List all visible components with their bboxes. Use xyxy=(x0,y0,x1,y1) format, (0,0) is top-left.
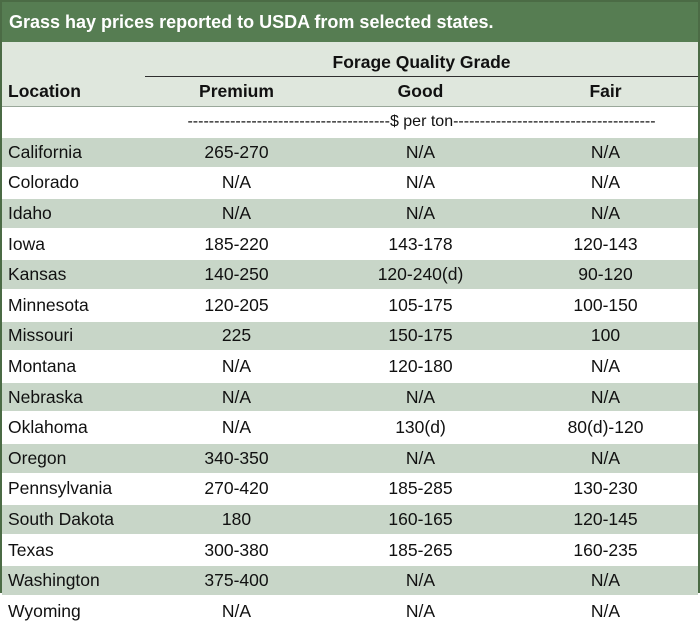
fair-cell: 130-230 xyxy=(513,472,699,505)
unit-blank-cell xyxy=(2,106,145,137)
premium-cell: 340-350 xyxy=(145,441,328,474)
location-cell: Montana xyxy=(2,350,145,382)
premium-cell: N/A xyxy=(145,197,328,229)
location-cell: Nebraska xyxy=(2,380,145,413)
premium-cell: 120-205 xyxy=(145,288,328,321)
premium-cell: 180 xyxy=(145,503,328,535)
location-cell: Washington xyxy=(2,564,145,596)
fair-cell: N/A xyxy=(513,136,699,168)
fair-column-header: Fair xyxy=(589,81,622,101)
table-row: Idaho N/A N/A N/A xyxy=(2,197,699,229)
table-row: Missouri 225 150-175 100 xyxy=(2,319,699,352)
good-cell: 130(d) xyxy=(328,411,513,443)
premium-cell: N/A xyxy=(145,166,328,199)
good-cell: N/A xyxy=(328,441,513,474)
forage-quality-grade-header: Forage Quality Grade xyxy=(145,42,699,77)
fair-cell: 120-143 xyxy=(513,227,699,260)
good-cell: 120-180 xyxy=(328,350,513,382)
good-cell: N/A xyxy=(328,197,513,229)
location-cell: Missouri xyxy=(2,319,145,352)
location-cell: California xyxy=(2,136,145,168)
good-cell: 150-175 xyxy=(328,319,513,352)
fair-cell: N/A xyxy=(513,594,699,626)
table-row: Colorado N/A N/A N/A xyxy=(2,166,699,199)
good-cell: 185-285 xyxy=(328,472,513,505)
location-cell: Wyoming xyxy=(2,594,145,626)
good-cell: 185-265 xyxy=(328,533,513,566)
fair-cell: N/A xyxy=(513,197,699,229)
fair-cell: N/A xyxy=(513,350,699,382)
table-row: Iowa 185-220 143-178 120-143 xyxy=(2,227,699,260)
table-row: Oregon 340-350 N/A N/A xyxy=(2,441,699,474)
location-cell: Oklahoma xyxy=(2,411,145,443)
good-cell: N/A xyxy=(328,136,513,168)
location-cell: Idaho xyxy=(2,197,145,229)
premium-cell: 375-400 xyxy=(145,564,328,596)
location-cell: Pennsylvania xyxy=(2,472,145,505)
fair-cell: 80(d)-120 xyxy=(513,411,699,443)
premium-cell: 185-220 xyxy=(145,227,328,260)
location-cell: Colorado xyxy=(2,166,145,199)
table-row: California 265-270 N/A N/A xyxy=(2,136,699,168)
hay-price-table: Forage Quality Grade Location Premium Go… xyxy=(2,42,699,626)
premium-cell: 300-380 xyxy=(145,533,328,566)
table-row: South Dakota 180 160-165 120-145 xyxy=(2,503,699,535)
premium-cell: N/A xyxy=(145,380,328,413)
unit-label: --------------------------------------$ … xyxy=(145,106,699,137)
fair-cell: 100 xyxy=(513,319,699,352)
location-cell: Texas xyxy=(2,533,145,566)
fair-cell: N/A xyxy=(513,380,699,413)
fair-cell: 120-145 xyxy=(513,503,699,535)
table-row: Kansas 140-250 120-240(d) 90-120 xyxy=(2,258,699,290)
table-row: Texas 300-380 185-265 160-235 xyxy=(2,533,699,566)
premium-cell: 270-420 xyxy=(145,472,328,505)
good-cell: N/A xyxy=(328,594,513,626)
good-cell: 105-175 xyxy=(328,288,513,321)
fair-cell: 100-150 xyxy=(513,288,699,321)
premium-cell: 265-270 xyxy=(145,136,328,168)
good-cell: N/A xyxy=(328,380,513,413)
location-cell: Minnesota xyxy=(2,288,145,321)
location-cell: Kansas xyxy=(2,258,145,290)
table-row: Minnesota 120-205 105-175 100-150 xyxy=(2,288,699,321)
good-cell: 120-240(d) xyxy=(328,258,513,290)
fair-cell: N/A xyxy=(513,166,699,199)
fair-cell: 90-120 xyxy=(513,258,699,290)
location-column-header: Location xyxy=(8,80,81,101)
table-row: Washington 375-400 N/A N/A xyxy=(2,564,699,596)
table-body: California 265-270 N/A N/A Colorado N/A N/A N/A… xyxy=(2,136,699,626)
table-row: Montana N/A 120-180 N/A xyxy=(2,350,699,382)
table-row: Pennsylvania 270-420 185-285 130-230 xyxy=(2,472,699,505)
table-row: Oklahoma N/A 130(d) 80(d)-120 xyxy=(2,411,699,443)
location-cell: South Dakota xyxy=(2,503,145,535)
good-cell: N/A xyxy=(328,564,513,596)
premium-cell: N/A xyxy=(145,594,328,626)
premium-cell: 140-250 xyxy=(145,258,328,290)
fair-cell: N/A xyxy=(513,564,699,596)
fair-cell: N/A xyxy=(513,441,699,474)
premium-cell: 225 xyxy=(145,319,328,352)
location-cell: Iowa xyxy=(2,227,145,260)
premium-column-header: Premium xyxy=(199,81,274,101)
location-cell: Oregon xyxy=(2,441,145,474)
table-row: Wyoming N/A N/A N/A xyxy=(2,594,699,626)
table-row: Nebraska N/A N/A N/A xyxy=(2,380,699,413)
good-cell: 160-165 xyxy=(328,503,513,535)
premium-cell: N/A xyxy=(145,350,328,382)
header-blank-cell xyxy=(2,42,145,77)
table-title: Grass hay prices reported to USDA from s… xyxy=(2,2,698,42)
fair-cell: 160-235 xyxy=(513,533,699,566)
premium-cell: N/A xyxy=(145,411,328,443)
good-cell: N/A xyxy=(328,166,513,199)
good-cell: 143-178 xyxy=(328,227,513,260)
good-column-header: Good xyxy=(397,81,444,101)
